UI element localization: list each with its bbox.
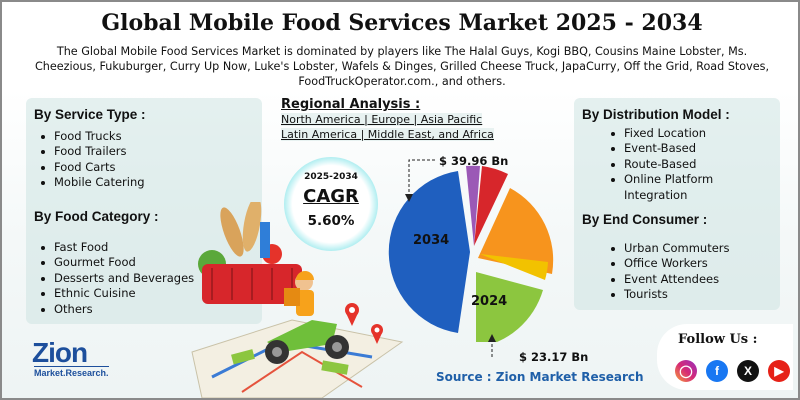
- list-item: Food Carts: [32, 160, 145, 175]
- list-item: Others: [32, 302, 194, 317]
- list-item: Online Platform Integration: [602, 172, 732, 203]
- regional-line-2: Latin America | Middle East, and Africa: [281, 128, 494, 141]
- end-consumer-list: Urban Commuters Office Workers Event Att…: [602, 241, 730, 303]
- intro-text: The Global Mobile Food Services Market i…: [34, 45, 770, 88]
- list-item: Urban Commuters: [602, 241, 730, 256]
- distribution-model-list: Fixed Location Event-Based Route-Based O…: [602, 126, 772, 203]
- list-item: Office Workers: [602, 256, 730, 271]
- list-item: Food Trucks: [32, 129, 145, 144]
- list-item: Fast Food: [32, 240, 194, 255]
- cagr-badge: [284, 157, 378, 251]
- youtube-icon[interactable]: ▶: [768, 360, 790, 382]
- cagr-years: 2025-2034: [304, 172, 358, 182]
- cagr-value: 5.60%: [307, 213, 355, 229]
- regional-line-1: North America | Europe | Asia Pacific: [281, 113, 483, 126]
- x-icon[interactable]: X: [737, 360, 759, 382]
- distribution-model-heading: By Distribution Model :: [582, 107, 730, 122]
- pie-slice-2034: [388, 171, 470, 333]
- cagr-label: CAGR: [303, 186, 359, 207]
- pie-slice-red: [474, 166, 508, 246]
- pie-slice-orange: [478, 188, 554, 274]
- pie-label-2034: 2034: [413, 233, 450, 248]
- list-item: Food Trailers: [32, 144, 145, 159]
- list-item: Event Attendees: [602, 272, 730, 287]
- pie-label-2024: 2024: [471, 294, 508, 309]
- zion-logo: Zion: [32, 337, 88, 368]
- pie-slice-2024: [476, 272, 543, 342]
- list-item: Mobile Catering: [32, 175, 145, 190]
- list-item: Ethnic Cuisine: [32, 286, 194, 301]
- list-item: Route-Based: [602, 157, 772, 172]
- follow-us-label: Follow Us :: [678, 332, 758, 347]
- right-panel: [574, 98, 780, 310]
- list-item: Desserts and Beverages: [32, 271, 194, 286]
- page-title: Global Mobile Food Services Market 2025 …: [101, 10, 703, 36]
- list-item: Gourmet Food: [32, 255, 194, 270]
- food-delivery-illustration: [191, 202, 404, 398]
- service-type-list: Food Trucks Food Trailers Food Carts Mob…: [32, 129, 145, 191]
- pie-slice-purple: [466, 165, 480, 246]
- source-text: Source : Zion Market Research: [436, 370, 644, 384]
- callout-arrows: [405, 159, 496, 357]
- logo-subtitle: Market.Research.: [34, 366, 109, 378]
- food-category-heading: By Food Category :: [34, 209, 159, 224]
- value-2034: $ 39.96 Bn: [439, 154, 509, 168]
- list-item: Event-Based: [602, 141, 772, 156]
- service-type-heading: By Service Type :: [34, 107, 146, 122]
- pie-slice-yellow: [480, 254, 548, 280]
- instagram-icon[interactable]: ◯: [675, 360, 697, 382]
- market-pie-chart: [388, 165, 554, 342]
- list-item: Fixed Location: [602, 126, 772, 141]
- end-consumer-heading: By End Consumer :: [582, 212, 708, 227]
- food-category-list: Fast Food Gourmet Food Desserts and Beve…: [32, 240, 194, 317]
- regional-heading: Regional Analysis :: [281, 97, 421, 112]
- facebook-icon[interactable]: f: [706, 360, 728, 382]
- list-item: Tourists: [602, 287, 730, 302]
- value-2024: $ 23.17 Bn: [519, 350, 589, 364]
